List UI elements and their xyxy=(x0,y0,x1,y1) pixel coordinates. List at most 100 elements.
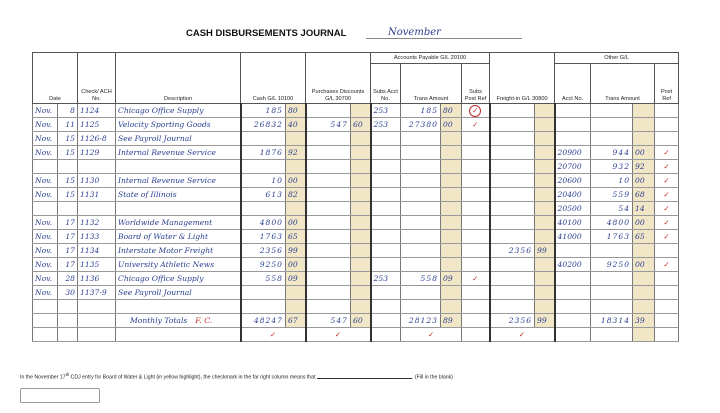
cell: Nov. xyxy=(32,103,58,118)
table-body: Nov. 8 1124 Chicago Office Supply 185 80 253 18… xyxy=(32,103,680,342)
cell xyxy=(553,313,592,328)
amount-cents xyxy=(534,187,556,202)
cell: Nov. xyxy=(32,215,58,230)
amount-dollars xyxy=(400,299,442,314)
post-check xyxy=(654,243,680,258)
amount-cents xyxy=(350,159,372,174)
post-check: ✓ xyxy=(239,327,307,342)
amount-dollars: 547 xyxy=(304,313,352,328)
amount-dollars xyxy=(304,187,352,202)
amount-dollars xyxy=(400,215,442,230)
amount-dollars xyxy=(400,187,442,202)
amount-cents xyxy=(632,327,656,342)
cell: 8 xyxy=(56,103,79,118)
cell xyxy=(56,159,79,174)
amount-dollars xyxy=(239,299,287,314)
amount-dollars: 185 xyxy=(239,103,287,118)
journal-row: Nov. 17 1135 University Athletic News 9250 00… xyxy=(32,257,680,272)
amount-cents xyxy=(440,257,463,272)
amount-dollars xyxy=(590,131,634,146)
answer-input[interactable] xyxy=(20,388,100,403)
cell: 1134 xyxy=(77,243,117,258)
cell xyxy=(553,299,592,314)
cell: 11 xyxy=(56,117,79,132)
journal-row: Nov. 17 1132 Worldwide Management 4800 00 4010… xyxy=(32,215,680,230)
cell-text: 253 xyxy=(373,274,389,283)
cell: 1124 xyxy=(77,103,117,118)
amount-dollars xyxy=(400,159,442,174)
amount-dollars xyxy=(304,103,352,118)
amount-cents xyxy=(350,285,372,300)
journal-row: Nov. 15 1130 Internal Revenue Service 10 00 20… xyxy=(32,173,680,188)
cell: 15 xyxy=(56,187,79,202)
amount-cents xyxy=(350,299,372,314)
amount-cents xyxy=(350,201,372,216)
amount-dollars xyxy=(304,159,352,174)
cell: 17 xyxy=(56,243,79,258)
cell xyxy=(56,299,79,314)
journal-row: Nov. 15 1126-8 See Payroll Journal xyxy=(32,131,680,146)
amount-dollars xyxy=(400,145,442,160)
amount-cents xyxy=(534,285,556,300)
cell-text: 15 xyxy=(65,134,76,143)
cell xyxy=(32,313,58,328)
cell-text: 8 xyxy=(70,106,76,115)
cell-text: Chicago Office Supply xyxy=(118,106,204,115)
answer-blank xyxy=(316,377,412,379)
header-date: Date xyxy=(31,52,79,104)
amount-dollars xyxy=(400,173,442,188)
totals-note: F. C. xyxy=(195,316,213,325)
cell-text: 1130 xyxy=(80,176,100,185)
check-mark: ✓ xyxy=(663,218,670,227)
cell-text: 40200 xyxy=(557,260,582,269)
amount-cents: 09 xyxy=(440,271,463,286)
cell-text: Velocity Sporting Goods xyxy=(118,120,211,129)
cell: 1137-9 xyxy=(77,285,117,300)
amount-cents xyxy=(350,215,372,230)
amount-dollars: 10 xyxy=(590,173,634,188)
cell: 15 xyxy=(56,173,79,188)
amount-cents: 92 xyxy=(285,145,307,160)
journal-row: Nov. 11 1125 Velocity Sporting Goods 26832 40… xyxy=(32,117,680,132)
amount-cents xyxy=(285,131,307,146)
cell: Nov. xyxy=(32,131,58,146)
amount-cents xyxy=(350,145,372,160)
amount-dollars: 27380 xyxy=(400,117,442,132)
post-check xyxy=(461,229,491,244)
amount-dollars xyxy=(590,103,634,118)
cell: 30 xyxy=(56,285,79,300)
cell-text: Board of Water & Light xyxy=(118,232,209,241)
cell: 1135 xyxy=(77,257,117,272)
cell: 20900 xyxy=(553,145,592,160)
cell-text: Nov. xyxy=(35,134,53,143)
amount-dollars xyxy=(400,201,442,216)
check-mark: ✓ xyxy=(663,148,670,157)
cell: Internal Revenue Service xyxy=(115,145,242,160)
cell-text: 1125 xyxy=(80,120,100,129)
post-check: ✓ xyxy=(400,327,463,342)
amount-dollars: 26832 xyxy=(239,117,287,132)
amount-cents: 99 xyxy=(285,243,307,258)
amount-cents: 80 xyxy=(440,103,463,118)
journal-row: Nov. 15 1131 State of Illinois 613 82 20400 559… xyxy=(32,187,680,202)
post-check xyxy=(654,117,680,132)
amount-dollars xyxy=(488,187,536,202)
totals-label-cell: Monthly Totals F. C. xyxy=(115,313,242,328)
amount-cents: 99 xyxy=(534,313,556,328)
amount-cents: 92 xyxy=(632,159,656,174)
cell: 1132 xyxy=(77,215,117,230)
cell-text: 17 xyxy=(65,246,76,255)
header-trans: Trans Amount xyxy=(400,63,463,104)
post-check: ✓ xyxy=(461,103,491,118)
check-mark: ✓ xyxy=(663,176,670,185)
amount-dollars: 1876 xyxy=(239,145,287,160)
cell: Velocity Sporting Goods xyxy=(115,117,242,132)
cell: 1125 xyxy=(77,117,117,132)
post-check xyxy=(654,285,680,300)
cell-text: Worldwide Management xyxy=(118,218,213,227)
cell: Chicago Office Supply xyxy=(115,103,242,118)
amount-dollars xyxy=(488,117,536,132)
check-mark: ✓ xyxy=(663,190,670,199)
cell: 17 xyxy=(56,215,79,230)
amount-cents xyxy=(534,145,556,160)
